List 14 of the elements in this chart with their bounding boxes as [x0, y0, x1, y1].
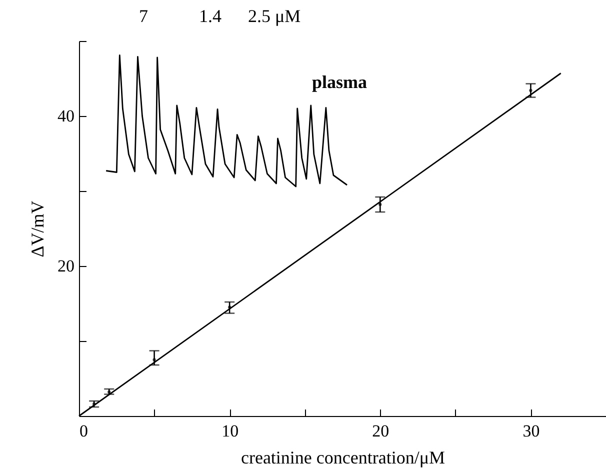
text: 1.4 [199, 6, 222, 27]
x-tick-label: 0 [80, 422, 88, 440]
annotation: plasma [312, 72, 368, 93]
x-tick-label: 10 [222, 422, 239, 440]
point [529, 88, 532, 92]
x-tick-label: 30 [522, 422, 540, 440]
x-axis-title: creatinine concentration/μM [240, 448, 446, 468]
text: 7 [139, 6, 148, 27]
point [152, 358, 156, 362]
x-tick-label: 20 [372, 422, 390, 440]
y-axis-title: ΔV/mV [28, 200, 48, 258]
y-tick-label: 40 [58, 106, 74, 126]
point [378, 202, 382, 206]
text: 2.5 μM [248, 6, 301, 27]
